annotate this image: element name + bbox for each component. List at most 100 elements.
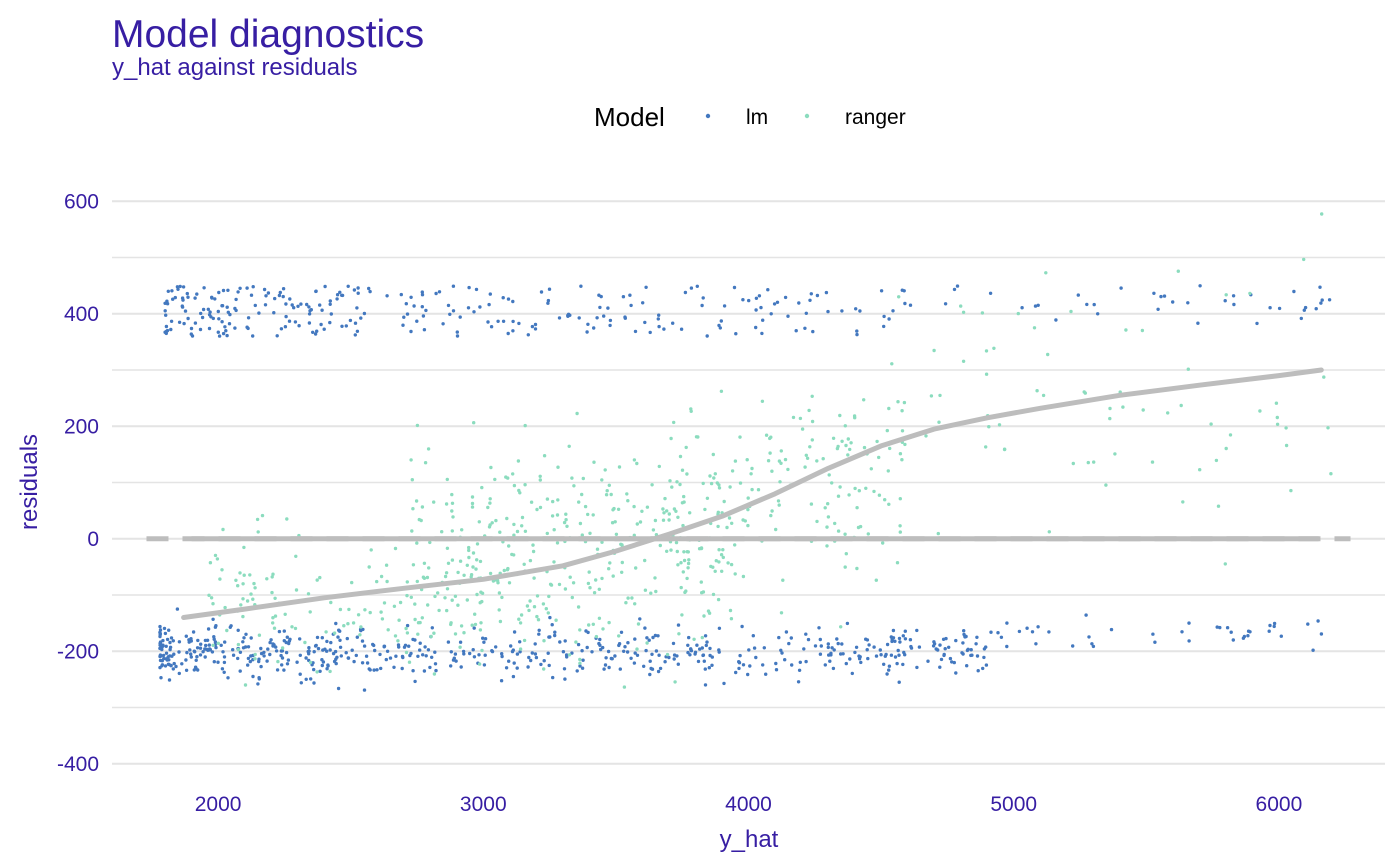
data-point-ranger: [665, 652, 670, 657]
data-point-ranger: [270, 590, 274, 595]
data-point-ranger: [591, 622, 595, 626]
data-point-lm: [854, 645, 859, 649]
data-point-lm: [717, 626, 722, 630]
data-point-ranger: [236, 642, 241, 647]
data-point-lm: [887, 668, 891, 672]
data-point-ranger: [984, 445, 988, 449]
data-point-lm: [188, 648, 192, 652]
data-point-ranger: [661, 507, 665, 511]
data-point-ranger: [709, 481, 714, 486]
data-point-lm: [192, 649, 196, 653]
data-point-lm: [420, 305, 424, 309]
data-point-lm: [1255, 321, 1259, 326]
data-point-lm: [290, 303, 294, 307]
data-point-lm: [458, 315, 462, 319]
data-point-lm: [411, 637, 415, 642]
data-point-lm: [312, 650, 316, 654]
data-point-lm: [203, 647, 207, 651]
data-point-lm: [1036, 303, 1040, 307]
data-point-ranger: [529, 500, 534, 504]
data-point-lm: [1005, 621, 1009, 625]
data-point-lm: [372, 668, 376, 672]
data-point-lm: [278, 290, 282, 295]
data-point-lm: [883, 654, 887, 658]
data-point-ranger: [741, 574, 746, 579]
data-point-lm: [702, 659, 706, 663]
data-point-ranger: [351, 621, 356, 625]
data-point-lm: [1302, 308, 1307, 312]
data-point-lm: [388, 656, 393, 660]
data-point-ranger: [840, 439, 844, 443]
data-point-lm: [394, 654, 398, 658]
data-point-ranger: [555, 541, 560, 545]
data-point-ranger: [760, 399, 765, 403]
data-point-ranger: [379, 610, 383, 614]
data-point-ranger: [242, 573, 246, 577]
data-point-lm: [195, 292, 199, 296]
data-point-lm: [1005, 644, 1009, 649]
data-point-ranger: [426, 603, 430, 607]
data-point-ranger: [436, 591, 440, 595]
data-point-lm: [515, 666, 519, 670]
data-point-lm: [171, 639, 175, 643]
data-point-lm: [1152, 291, 1156, 295]
data-point-lm: [216, 309, 220, 314]
data-point-lm: [336, 686, 341, 691]
data-point-ranger: [554, 618, 558, 622]
data-point-ranger: [843, 424, 847, 428]
data-point-lm: [214, 624, 218, 628]
data-point-lm: [607, 665, 611, 670]
data-point-lm: [705, 640, 709, 644]
data-point-ranger: [380, 617, 385, 621]
data-point-lm: [952, 287, 957, 292]
data-point-lm: [227, 322, 232, 326]
data-point-ranger: [774, 527, 778, 532]
data-point-ranger: [897, 295, 901, 299]
data-point-ranger: [826, 502, 830, 506]
data-point-lm: [657, 324, 661, 329]
data-point-ranger: [733, 572, 737, 576]
data-point-ranger: [253, 586, 257, 590]
data-point-ranger: [512, 533, 516, 537]
data-point-lm: [754, 325, 758, 330]
data-point-lm: [741, 298, 745, 302]
data-point-ranger: [423, 461, 428, 465]
data-point-lm: [186, 316, 190, 321]
data-point-ranger: [410, 529, 414, 533]
data-point-ranger: [592, 460, 596, 464]
data-point-lm: [163, 309, 167, 313]
data-point-lm: [633, 329, 638, 334]
data-point-lm: [251, 674, 255, 679]
data-point-lm: [158, 646, 162, 651]
data-point-lm: [241, 640, 245, 644]
data-point-lm: [175, 607, 180, 611]
data-point-lm: [355, 329, 360, 333]
data-point-lm: [882, 662, 886, 666]
data-point-lm: [1034, 642, 1038, 646]
data-point-lm: [471, 648, 475, 652]
data-point-ranger: [1186, 367, 1191, 371]
data-point-lm: [975, 654, 980, 658]
data-point-lm: [897, 636, 902, 641]
data-point-ranger: [549, 583, 554, 587]
data-point-lm: [641, 301, 645, 305]
data-point-lm: [184, 634, 188, 638]
data-point-lm: [818, 637, 822, 642]
data-point-ranger: [680, 613, 684, 617]
data-point-lm: [783, 295, 788, 300]
data-point-ranger: [662, 511, 666, 515]
data-point-lm: [642, 664, 646, 668]
data-point-ranger: [729, 617, 734, 621]
data-point-ranger: [786, 467, 790, 472]
data-point-lm: [338, 645, 343, 649]
data-point-lm: [181, 285, 186, 289]
y-tick-label: 400: [64, 303, 99, 326]
data-point-ranger: [512, 483, 517, 488]
data-point-ranger: [570, 476, 574, 480]
data-point-lm: [511, 319, 515, 324]
data-point-ranger: [556, 498, 560, 502]
data-point-ranger: [1044, 271, 1048, 275]
data-point-lm: [198, 327, 203, 332]
data-point-lm: [328, 648, 332, 652]
data-point-ranger: [809, 502, 814, 506]
